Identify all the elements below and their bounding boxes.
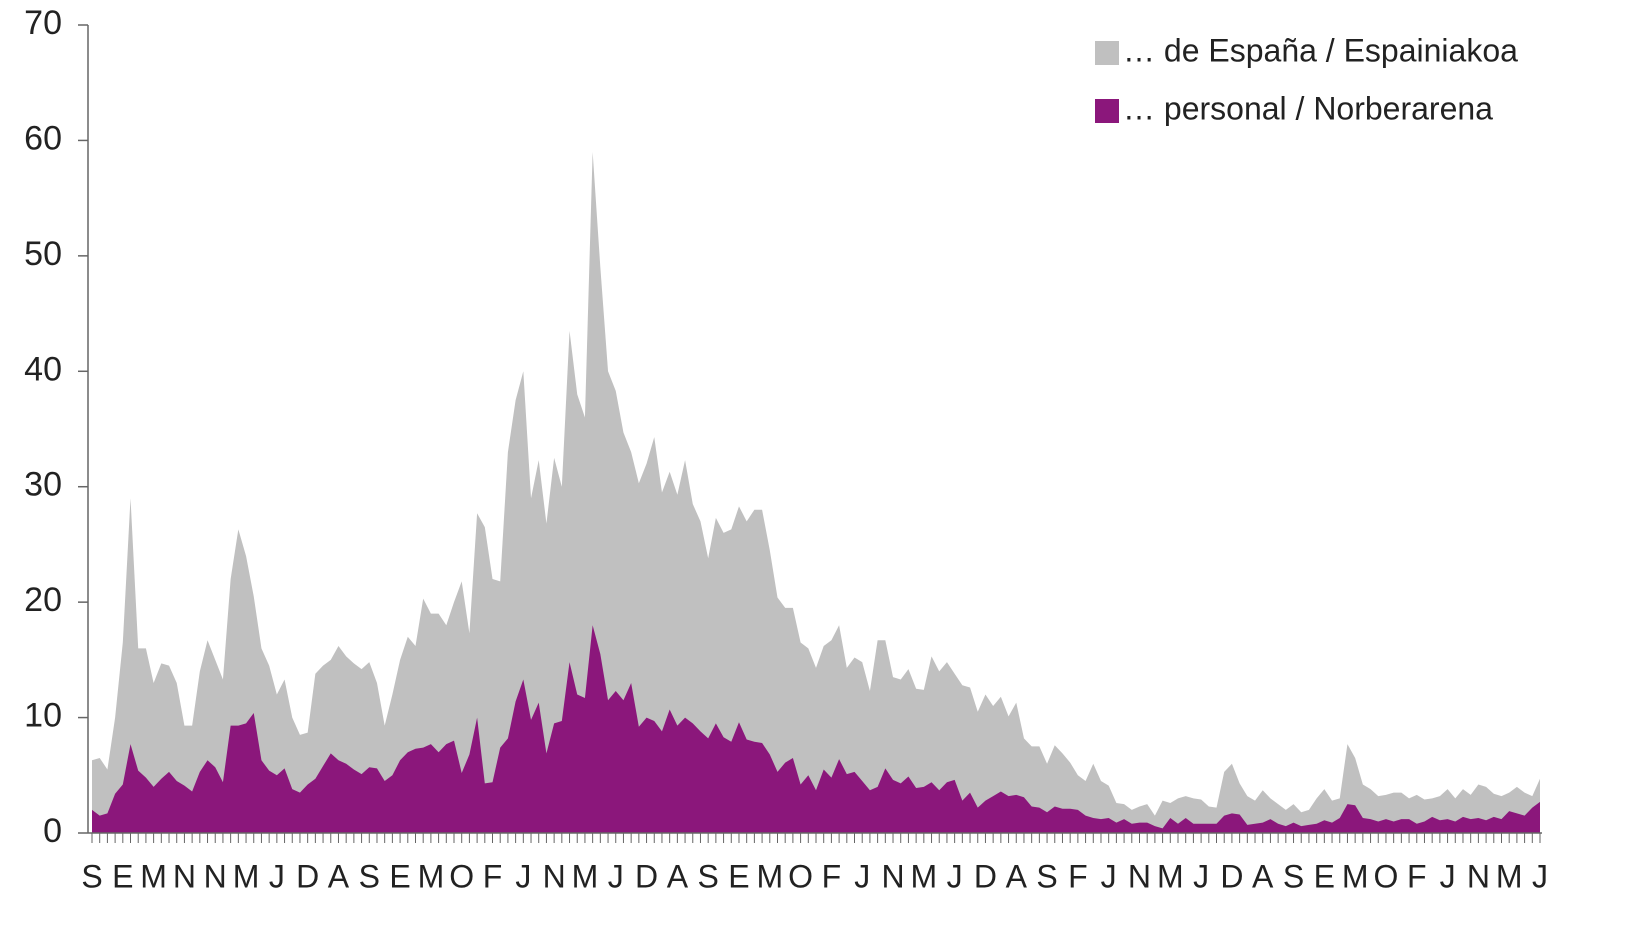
x-tick-label: M	[756, 858, 783, 894]
x-tick-label: E	[728, 858, 749, 894]
legend-swatch	[1095, 99, 1119, 123]
y-tick-label: 70	[24, 4, 62, 42]
y-tick-label: 0	[43, 812, 62, 850]
y-tick-label: 30	[24, 466, 62, 504]
y-tick-label: 50	[24, 235, 62, 273]
x-tick-label: M	[1157, 858, 1184, 894]
area	[92, 151, 1540, 833]
legend-label: … personal / Norberarena	[1123, 90, 1493, 126]
y-tick-label: 40	[24, 350, 62, 388]
x-tick-label: N	[204, 858, 227, 894]
x-tick-label: F	[822, 858, 842, 894]
x-tick-label: D	[974, 858, 997, 894]
area	[92, 625, 1540, 833]
x-tick-label: J	[515, 858, 531, 894]
x-tick-label: E	[389, 858, 410, 894]
x-tick-label: J	[947, 858, 963, 894]
x-tick-label: J	[1101, 858, 1117, 894]
x-tick-label: M	[140, 858, 167, 894]
x-tick-label: J	[854, 858, 870, 894]
x-tick-label: S	[359, 858, 380, 894]
x-tick-label: A	[667, 858, 689, 894]
x-tick-label: S	[1283, 858, 1304, 894]
x-tick-label: M	[1496, 858, 1523, 894]
x-tick-label: F	[483, 858, 503, 894]
x-tick-label: N	[1128, 858, 1151, 894]
x-tick-label: A	[1252, 858, 1274, 894]
x-tick-label: M	[418, 858, 445, 894]
legend-swatch	[1095, 41, 1119, 65]
x-tick-label: D	[635, 858, 658, 894]
x-tick-label: S	[1036, 858, 1057, 894]
x-tick-label: M	[1342, 858, 1369, 894]
legend-label: … de España / Espainiakoa	[1123, 32, 1518, 68]
x-tick-label: F	[1068, 858, 1088, 894]
x-tick-label: E	[112, 858, 133, 894]
x-tick-label: D	[1220, 858, 1243, 894]
x-tick-label: F	[1407, 858, 1427, 894]
x-tick-label: J	[1193, 858, 1209, 894]
x-tick-label: A	[328, 858, 350, 894]
x-tick-label: S	[81, 858, 102, 894]
x-tick-label: N	[1467, 858, 1490, 894]
x-tick-label: N	[173, 858, 196, 894]
y-tick-label: 10	[24, 697, 62, 735]
x-tick-label: M	[233, 858, 260, 894]
x-tick-label: O	[1374, 858, 1399, 894]
x-tick-label: E	[1314, 858, 1335, 894]
y-tick-label: 20	[24, 581, 62, 619]
x-tick-label: D	[296, 858, 319, 894]
y-tick-label: 60	[24, 119, 62, 157]
x-tick-label: S	[697, 858, 718, 894]
x-tick-label: A	[1006, 858, 1028, 894]
x-tick-label: J	[269, 858, 285, 894]
x-tick-label: J	[1440, 858, 1456, 894]
x-tick-label: J	[608, 858, 624, 894]
x-tick-label: N	[881, 858, 904, 894]
x-tick-label: M	[911, 858, 938, 894]
x-tick-label: M	[572, 858, 599, 894]
x-tick-label: N	[543, 858, 566, 894]
x-tick-label: J	[1532, 858, 1548, 894]
x-tick-label: O	[449, 858, 474, 894]
x-tick-label: O	[788, 858, 813, 894]
